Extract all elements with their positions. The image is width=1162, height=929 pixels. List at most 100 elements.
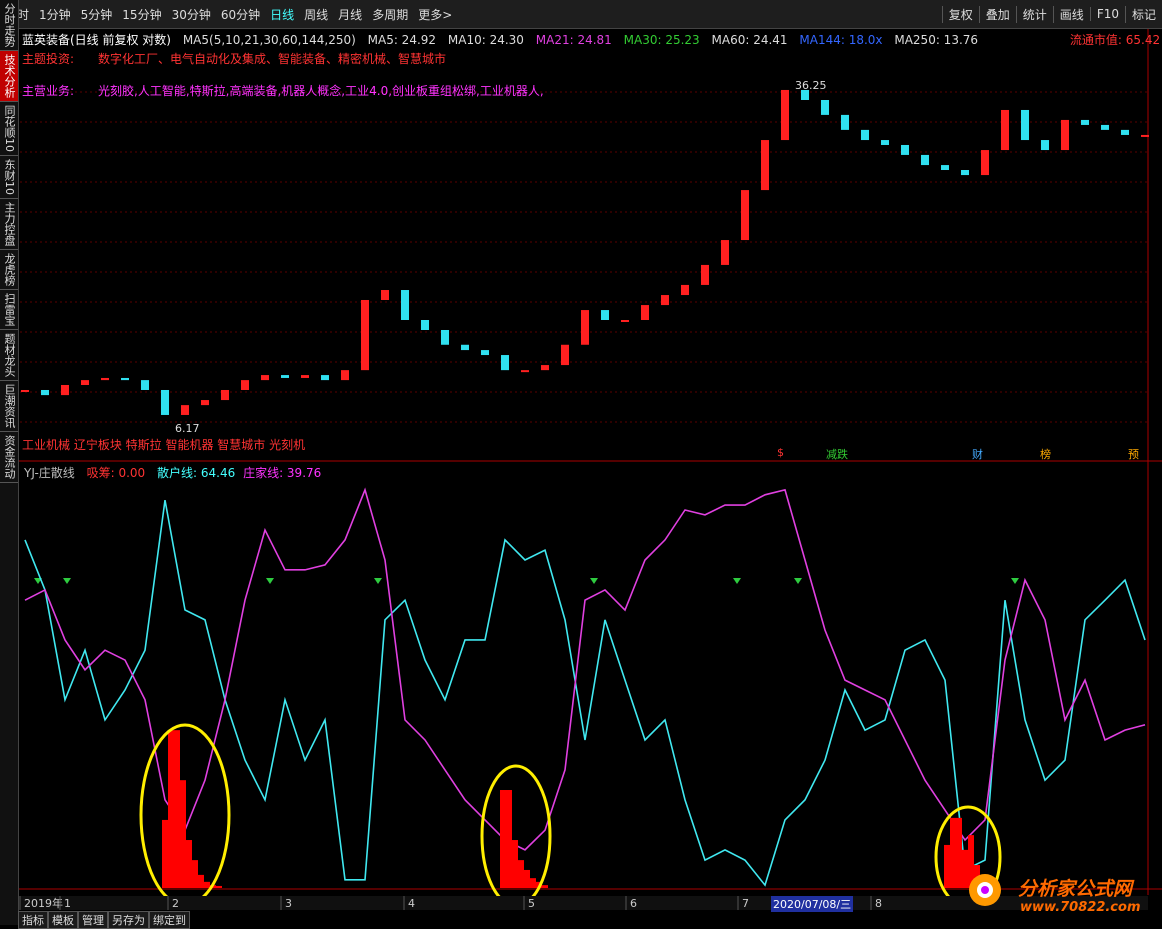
period-tab[interactable]: 15分钟 [122, 7, 162, 22]
event-flag[interactable]: 减跌 [826, 448, 848, 461]
candle [801, 89, 809, 100]
bar [198, 874, 204, 888]
candle [301, 375, 309, 378]
side-tab[interactable]: 巨潮资讯 [0, 381, 18, 432]
bar [530, 878, 536, 888]
side-tab[interactable]: 扫雷宝 [0, 290, 18, 330]
grid [20, 91, 1148, 423]
x-tick-label: 1 [64, 897, 71, 910]
period-tab[interactable]: 更多> [418, 7, 453, 22]
side-tab[interactable]: 同花顺10 [0, 102, 18, 156]
bottom-tab[interactable]: 管理 [78, 911, 108, 929]
period-tab[interactable]: 月线 [338, 7, 363, 22]
axis-bar [18, 896, 1148, 910]
candle [581, 310, 589, 345]
bar [500, 790, 506, 888]
bottom-tab[interactable]: 另存为 [108, 911, 149, 929]
ma-set: MA5(5,10,21,30,60,144,250) [182, 33, 356, 47]
side-tab[interactable]: 技术分析 [0, 51, 18, 102]
bottom-tab[interactable]: 绑定到 [149, 911, 190, 929]
candle [561, 344, 569, 366]
bar [512, 840, 518, 888]
candle [161, 389, 169, 415]
bar [204, 881, 210, 888]
tool-button[interactable]: F10 [1089, 7, 1125, 21]
event-flag[interactable]: 榜 [1040, 448, 1051, 461]
candle [1141, 134, 1149, 137]
ma: MA5: 24.92 [367, 33, 437, 47]
x-tick-label: 5 [528, 897, 535, 910]
tool-button[interactable]: 标记 [1124, 5, 1162, 23]
tool-button[interactable]: 叠加 [978, 5, 1016, 23]
bar [944, 844, 950, 888]
candle [661, 295, 669, 306]
period-tab[interactable]: 周线 [304, 7, 329, 22]
side-tab[interactable]: 主力控盘 [0, 199, 18, 250]
logo [969, 874, 1001, 906]
x-tick-label: 3 [285, 897, 292, 910]
side-tab[interactable]: 东财10 [0, 156, 18, 199]
ma: MA60: 24.41 [711, 33, 788, 47]
x-tick-label: 2 [172, 897, 179, 910]
period-tab[interactable]: 1分钟 [39, 7, 71, 22]
candle [1001, 109, 1009, 151]
stock-name: 蓝英装备(日线 前复权 对数) [22, 33, 171, 47]
business: 主营业务: 光刻胶,人工智能,特斯拉,高端装备,机器人概念,工业4.0,创业板重组… [22, 82, 544, 99]
candle [101, 377, 109, 381]
x-tick-label: 8 [875, 897, 882, 910]
indicator: YJ-庄散线 [24, 466, 75, 480]
period-tab[interactable]: 60分钟 [220, 7, 261, 22]
candle [621, 320, 629, 323]
indicator-line [24, 487, 1146, 851]
cursor-date: 2020/07/08/三 [771, 896, 854, 912]
candle [541, 365, 549, 371]
tool-button[interactable]: 画线 [1052, 5, 1090, 23]
ma: MA144: 18.0x [799, 33, 883, 47]
bar [216, 885, 222, 888]
candle [721, 240, 729, 265]
indicator-line [24, 499, 1146, 887]
x-tick-label: 6 [630, 897, 637, 910]
candle [201, 400, 209, 406]
side-tab[interactable]: 资金流动 [0, 432, 18, 483]
candle [941, 165, 949, 171]
sidebar: 分时走势 技术分析 同花顺10 东财10 主力控盘 龙虎榜 扫雷宝 题材龙头 巨潮资讯 资金流动 [0, 0, 19, 925]
sub-header: YJ-庄散线 吸筹: 0.00 散户线: 64.46 庄家线: 39.76 [24, 464, 321, 481]
candle [921, 154, 929, 166]
event-flag[interactable]: 财 [972, 448, 983, 461]
side-tab[interactable]: 题材龙头 [0, 330, 18, 381]
period-tab[interactable]: 多周期 [372, 7, 409, 22]
bar [956, 817, 962, 888]
ma: MA250: 13.76 [894, 33, 979, 47]
watermark-url: www.70822.com [1020, 900, 1141, 915]
theme: 主题投资: 数字化工厂、电气自动化及集成、智能装备、精密机械、智慧城市 [22, 50, 446, 67]
sectors: 工业机械 辽宁板块 特斯拉 智能机器 智慧城市 光刻机 [22, 438, 306, 452]
bar [180, 780, 186, 888]
bar [506, 790, 512, 888]
ma: MA21: 24.81 [535, 33, 612, 47]
tool-button[interactable]: 统计 [1015, 5, 1053, 23]
period-tab[interactable]: 5分钟 [80, 7, 113, 22]
bar [186, 840, 192, 888]
event-flag[interactable]: $ [777, 446, 784, 459]
bar [962, 849, 968, 888]
x-tick-label: 7 [742, 897, 749, 910]
bottom-tab[interactable]: 指标 [18, 911, 48, 929]
candle [141, 380, 149, 390]
high-label: 36.25 [795, 79, 827, 92]
bar [524, 869, 530, 888]
period-tab[interactable]: 日线 [270, 7, 295, 22]
candle [1101, 124, 1109, 130]
event-flag[interactable]: 预 [1128, 448, 1139, 461]
side-tab[interactable]: 龙虎榜 [0, 250, 18, 290]
side-tab[interactable]: 分时走势 [0, 0, 18, 51]
bar [968, 835, 974, 888]
candle [761, 140, 769, 191]
period-tab[interactable]: 30分钟 [171, 7, 211, 22]
candle [401, 290, 409, 321]
candle [481, 350, 489, 356]
candle [841, 114, 849, 130]
tool-button[interactable]: 复权 [941, 5, 979, 23]
bottom-tab[interactable]: 模板 [48, 911, 78, 929]
